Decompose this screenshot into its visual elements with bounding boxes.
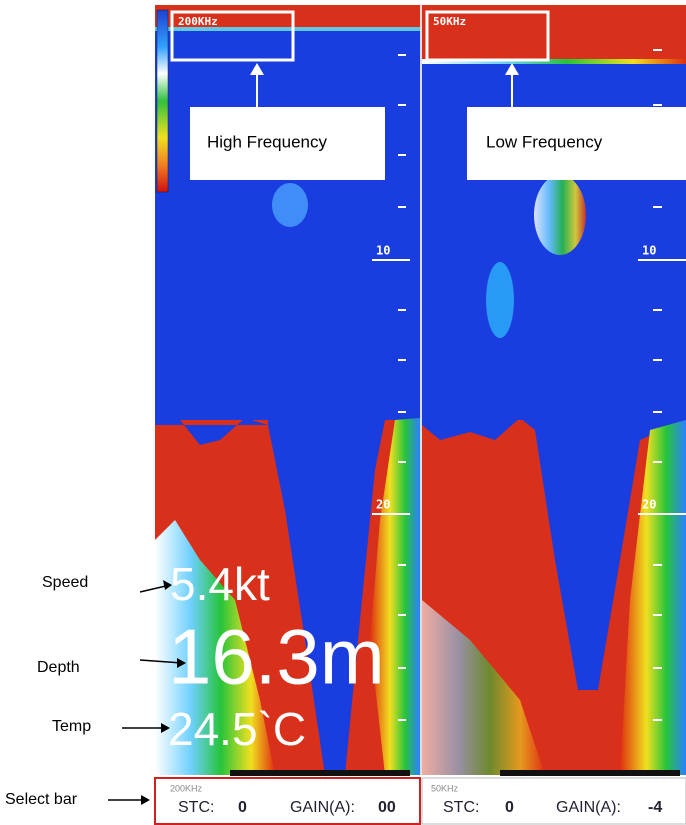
pointer-line bbox=[139, 659, 183, 664]
frequency-label: 200KHz bbox=[178, 15, 218, 28]
select-frequency: 50KHz bbox=[431, 783, 459, 793]
fish-echo bbox=[272, 183, 308, 227]
side-label: Temp bbox=[52, 718, 91, 735]
temp-reading: 24.5`C bbox=[168, 703, 306, 755]
clutter-left bbox=[422, 600, 545, 775]
clutter-left bbox=[155, 520, 275, 775]
highlight-box bbox=[425, 10, 550, 62]
callout-arrow bbox=[505, 63, 519, 75]
gain-label: GAIN(A): bbox=[290, 799, 355, 816]
depth-label: 10 bbox=[642, 244, 656, 258]
callouts: High Frequency Low Frequency bbox=[190, 63, 686, 180]
callout-arrow bbox=[250, 63, 264, 75]
stc-label: STC: bbox=[178, 799, 214, 816]
side-label: Speed bbox=[42, 574, 88, 591]
pointer-arrow bbox=[177, 658, 186, 668]
select-box-active bbox=[154, 777, 421, 825]
stc-value: 0 bbox=[238, 799, 247, 816]
callout-box bbox=[190, 107, 385, 180]
select-box bbox=[421, 777, 686, 825]
depth-label: 20 bbox=[376, 498, 390, 512]
side-labels: Speed Depth Temp Select bar bbox=[5, 574, 186, 808]
panel-edge bbox=[500, 770, 680, 776]
pointer-arrow bbox=[141, 795, 150, 805]
surface-edge bbox=[155, 27, 420, 31]
callout-text: Low Frequency bbox=[486, 132, 603, 151]
surface-band bbox=[422, 5, 686, 59]
fish-echo bbox=[486, 262, 514, 338]
stc-label: STC: bbox=[443, 799, 479, 816]
side-label: Depth bbox=[37, 659, 80, 676]
bottom-valley bbox=[422, 418, 686, 690]
stc-value: 0 bbox=[505, 799, 514, 816]
clutter-right bbox=[370, 418, 420, 775]
pointer-arrow bbox=[163, 580, 172, 590]
highlight-box bbox=[170, 10, 295, 62]
speed-reading: 5.4kt bbox=[170, 558, 270, 610]
surface-edge bbox=[422, 59, 686, 64]
callout-box bbox=[467, 107, 686, 180]
select-frequency: 200KHz bbox=[170, 783, 203, 793]
gain-value: -4 bbox=[648, 799, 662, 816]
bottom-contour bbox=[155, 418, 268, 445]
depth-label: 20 bbox=[642, 498, 656, 512]
panel-edge bbox=[230, 770, 410, 776]
pointer-arrow bbox=[161, 723, 170, 733]
gain-value: 00 bbox=[378, 799, 396, 816]
bottom-valley bbox=[268, 420, 385, 775]
frequency-label: 50KHz bbox=[433, 15, 466, 28]
clutter-right bbox=[620, 420, 686, 775]
depth-label: 10 bbox=[376, 244, 390, 258]
side-label: Select bar bbox=[5, 791, 78, 808]
gain-label: GAIN(A): bbox=[556, 799, 621, 816]
callout-text: High Frequency bbox=[207, 132, 328, 151]
select-bar: 200KHz STC: 0 GAIN(A): 00 50KHz STC: 0 G… bbox=[154, 777, 686, 825]
color-scale bbox=[156, 9, 169, 193]
depth-reading: 16.3m bbox=[168, 613, 385, 701]
divider bbox=[420, 5, 422, 775]
fish-echo bbox=[534, 175, 586, 255]
depth-ticks bbox=[372, 54, 410, 721]
